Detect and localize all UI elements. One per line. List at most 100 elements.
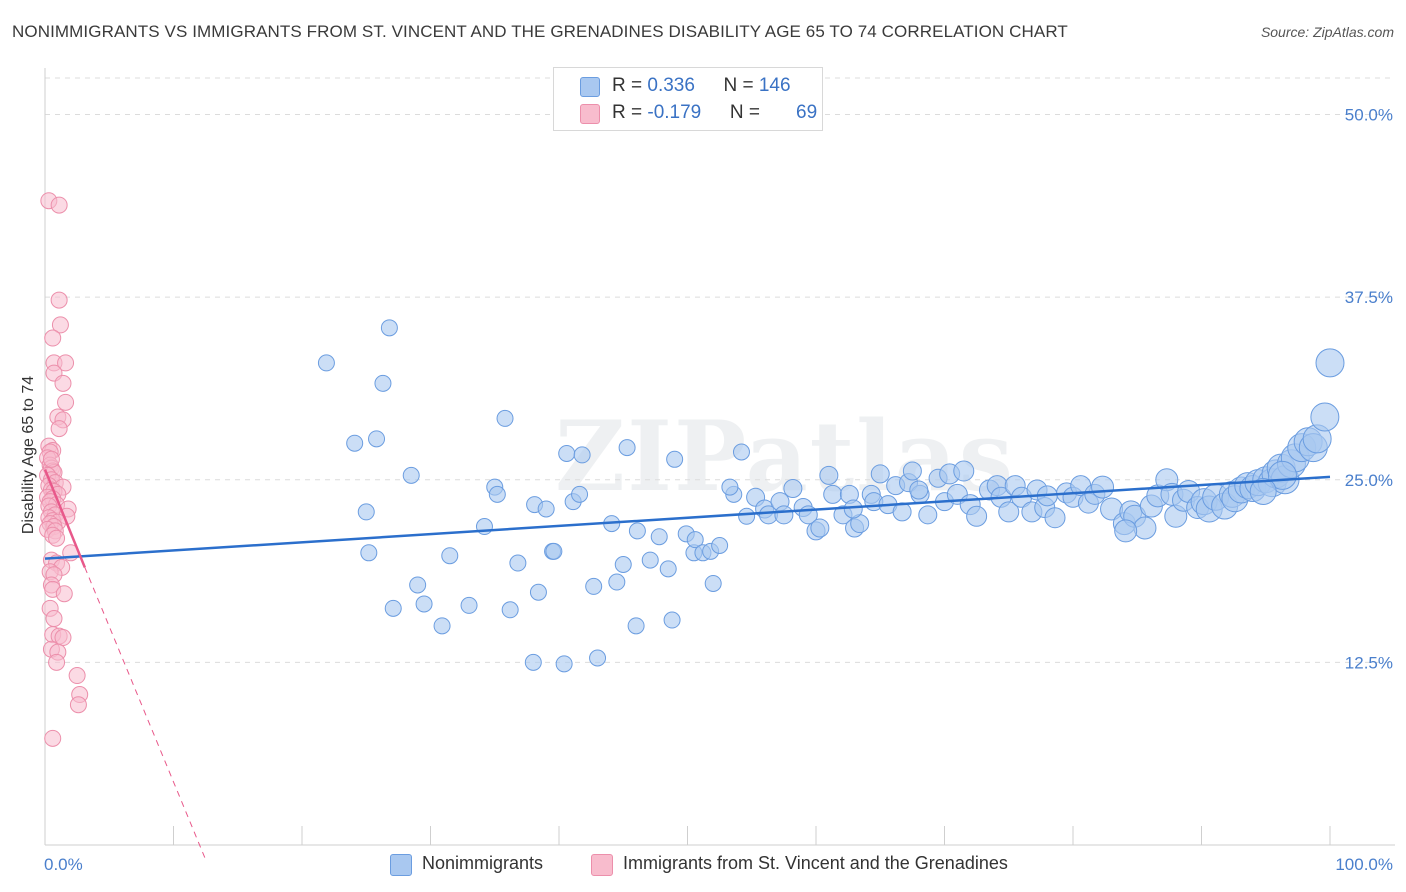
nonimmigrants-point [441,547,459,565]
immigrants-point [42,450,60,468]
immigrants-trend-extension [84,567,207,860]
nonimmigrants-point [608,573,626,591]
nonimmigrants-point [357,503,375,521]
nonimmigrants-point [711,537,729,555]
nonimmigrants-point [953,460,975,482]
nonimmigrants-point [663,611,681,629]
y-tick-label: 50.0% [1345,106,1393,125]
nonimmigrants-point [704,574,722,592]
legend-label-nonimmigrants: Nonimmigrants [422,853,544,873]
immigrants-point [51,316,69,334]
legend-r-value: 0.336 [647,75,695,96]
nonimmigrants-point [843,499,863,519]
nonimmigrants-points [317,319,1345,673]
immigrants-point [50,196,68,214]
nonimmigrants-point [524,653,542,671]
legend-swatch-blue [390,854,412,876]
legend-n-value: 146 [758,75,791,96]
immigrants-point [54,629,72,647]
nonimmigrants-point [783,479,803,499]
nonimmigrants-point [998,501,1020,523]
nonimmigrants-point [810,518,830,538]
immigrants-point [55,585,73,603]
nonimmigrants-point [666,450,684,468]
nonimmigrants-point [1114,519,1138,543]
nonimmigrants-point [618,439,636,457]
nonimmigrants-point [589,649,607,667]
nonimmigrants-point [659,560,677,578]
nonimmigrants-point [374,374,392,392]
nonimmigrants-point [501,601,519,619]
y-tick-label: 12.5% [1345,653,1393,672]
immigrants-point [45,610,63,628]
nonimmigrants-point [585,577,603,595]
axes [44,68,1395,846]
nonimmigrants-point [732,443,750,461]
nonimmigrants-point [537,500,555,518]
nonimmigrants-point [1133,516,1157,540]
nonimmigrants-point [488,485,506,503]
y-tick-label: 37.5% [1345,288,1393,307]
nonimmigrants-point [317,354,335,372]
immigrants-point [57,354,75,372]
nonimmigrants-point [409,576,427,594]
nonimmigrants-point [628,522,646,540]
source-credit: Source: ZipAtlas.com [1260,24,1394,40]
axis-labels: 12.5% 25.0% 37.5% 50.0% 0.0% 100.0% Disability… [20,106,1393,874]
trend-lines [43,469,1331,860]
nonimmigrants-point [909,480,929,500]
nonimmigrants-point [627,617,645,635]
y-axis-title: Disability Age 65 to 74 [20,376,37,534]
immigrants-point [54,374,72,392]
y-tick-label: 25.0% [1345,471,1393,490]
legend-r-value: -0.179 [647,102,702,123]
nonimmigrants-point [360,544,378,562]
gridlines [45,77,1395,663]
nonimmigrants-point [380,319,398,337]
immigrants-point [48,653,66,671]
immigrants-point [50,291,68,309]
legend-swatch-pink [591,854,613,876]
legend-r-label: R = [612,102,648,123]
nonimmigrants-point [1315,348,1345,378]
nonimmigrants-point [1091,475,1115,499]
immigrants-point [50,420,68,438]
nonimmigrants-point [384,599,402,617]
immigrants-points [39,192,89,747]
chart-title: NONIMMIGRANTS VS IMMIGRANTS FROM ST. VIN… [12,22,1068,41]
nonimmigrants-point [509,554,527,572]
nonimmigrants-point [614,555,632,573]
immigrants-point [68,667,86,685]
immigrants-point [48,529,66,547]
nonimmigrants-point [686,531,704,549]
nonimmigrants-point [555,655,573,673]
nonimmigrants-point [571,485,589,503]
nonimmigrants-point [819,465,839,485]
legend-r-label: R = [612,75,648,96]
legend-swatch-pink [580,104,600,124]
nonimmigrants-point [1249,477,1277,505]
nonimmigrants-point [346,434,364,452]
nonimmigrants-point [545,542,563,560]
nonimmigrants-point [1267,460,1297,490]
nonimmigrants-point [966,505,988,527]
nonimmigrants-point [529,583,547,601]
legend-n-label: N = [729,102,766,123]
nonimmigrants-point [573,446,591,464]
nonimmigrants-point [870,464,890,484]
nonimmigrants-point [1310,402,1340,432]
nonimmigrants-point [738,507,756,525]
immigrants-point [44,329,62,347]
nonimmigrants-point [902,461,922,481]
x-tick-label-max: 100.0% [1335,855,1393,874]
nonimmigrants-point [558,444,576,462]
series-legend: Nonimmigrants Immigrants from St. Vincen… [0,852,1406,878]
legend-swatch-blue [580,77,600,97]
legend-n-label: N = [723,75,759,96]
nonimmigrants-point [823,484,843,504]
nonimmigrants-point [368,430,386,448]
nonimmigrants-point [721,478,739,496]
x-tick-label-min: 0.0% [44,855,83,874]
nonimmigrants-point [641,551,659,569]
